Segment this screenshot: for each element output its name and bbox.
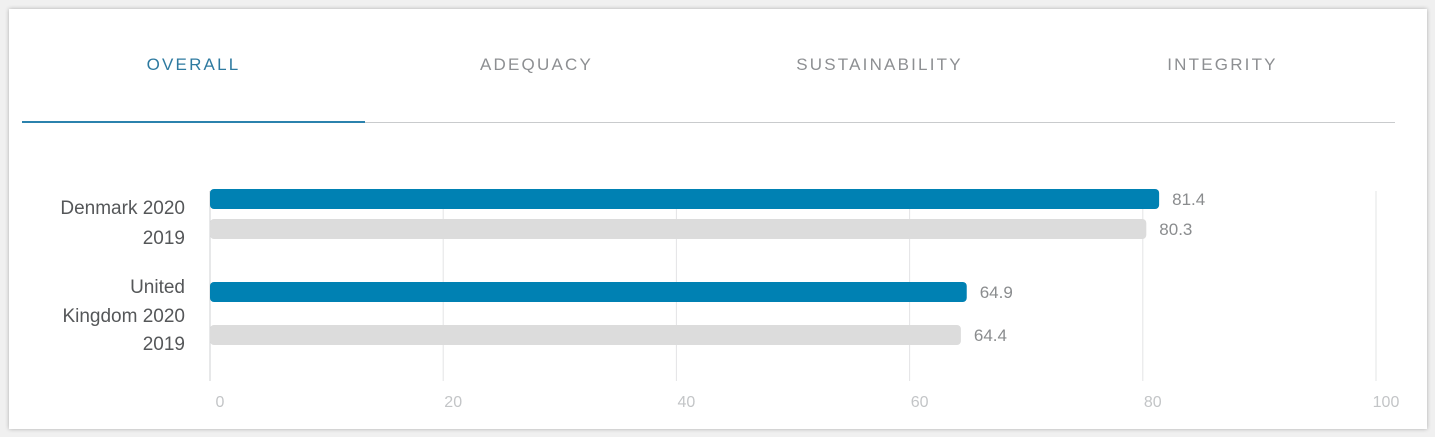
x-tick-label: 100 — [1373, 394, 1400, 411]
x-tick-label: 60 — [911, 394, 929, 411]
bars — [210, 189, 1160, 345]
value-labels: 81.4 80.3 64.9 64.4 — [974, 190, 1205, 345]
category-label: United — [130, 277, 185, 298]
bar-2019 — [210, 325, 961, 345]
x-tick-label: 80 — [1144, 394, 1162, 411]
data-label: 64.9 — [980, 283, 1013, 302]
tab-integrity[interactable]: INTEGRITY — [1167, 55, 1278, 74]
tab-bar: OVERALL ADEQUACY SUSTAINABILITY INTEGRIT… — [22, 9, 1395, 124]
tab-sustainability[interactable]: SUSTAINABILITY — [796, 55, 963, 74]
x-tick-label: 40 — [678, 394, 696, 411]
chart-card: OVERALL ADEQUACY SUSTAINABILITY INTEGRIT… — [9, 9, 1427, 429]
bar-2020 — [210, 189, 1160, 209]
data-label: 80.3 — [1159, 220, 1192, 239]
bar-chart: Denmark 2020 2019 United Kingdom 2020 2019 8… — [60, 189, 1400, 411]
tab-divider — [22, 122, 1395, 123]
bar-2020 — [210, 282, 967, 302]
tab-adequacy[interactable]: ADEQUACY — [479, 55, 593, 74]
category-label: 2019 — [143, 228, 185, 249]
bar-2019 — [210, 219, 1147, 239]
data-label: 64.4 — [974, 326, 1007, 345]
category-labels: Denmark 2020 2019 United Kingdom 2020 2019 — [60, 198, 185, 355]
data-label: 81.4 — [1172, 190, 1205, 209]
x-tick-label: 0 — [216, 394, 225, 411]
category-label: 2019 — [143, 334, 185, 355]
category-label: Kingdom 2020 — [62, 306, 185, 327]
x-tick-label: 20 — [444, 394, 462, 411]
x-axis-ticks: 0 20 40 60 80 100 — [216, 394, 1400, 411]
category-label: Denmark 2020 — [60, 198, 185, 219]
tab-overall[interactable]: OVERALL — [146, 55, 241, 74]
active-tab-indicator — [22, 121, 365, 123]
